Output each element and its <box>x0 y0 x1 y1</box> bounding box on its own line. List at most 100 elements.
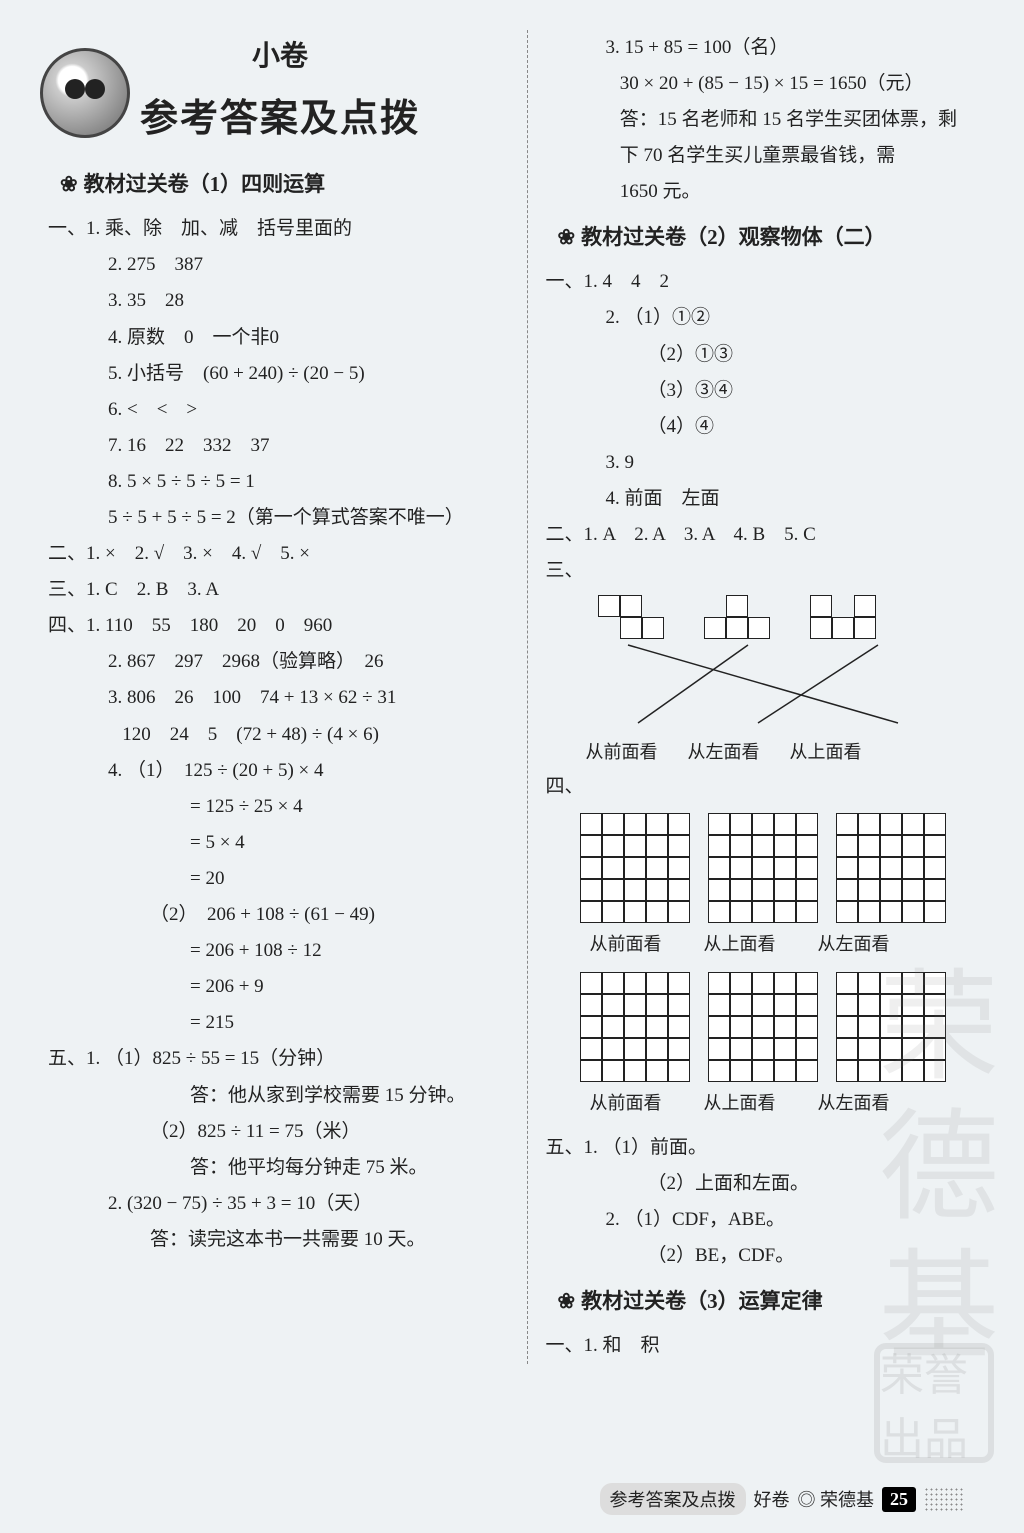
label-n1: 1. <box>584 271 598 292</box>
text: （1）前面。 <box>603 1137 708 1158</box>
footer-brand: ◎ 荣德基 <box>798 1486 875 1512</box>
s1-si-4-2d: = 215 <box>190 1005 487 1041</box>
s1-si-4-1b: = 125 ÷ 25 × 4 <box>190 789 487 825</box>
grid-block-1 <box>580 813 985 923</box>
view-left: 从左面看 <box>688 735 760 769</box>
s1-si-2: 2. 867 297 2968（验算略） 26 <box>108 644 487 680</box>
s1-wu-2a: 2. (320 − 75) ÷ 35 + 3 = 10（天） <box>108 1186 487 1222</box>
label-n2: 2. <box>606 1209 620 1230</box>
s1-si-4-2a: （2） 206 + 108 ÷ (61 − 49) <box>150 897 487 933</box>
text: 1. A 2. A 3. A 4. B 5. C <box>584 524 816 545</box>
view-front: 从前面看 <box>590 1086 662 1120</box>
text: 275 387 <box>127 254 203 275</box>
label-yi: 一、 <box>546 1335 584 1356</box>
text: 1. × 2. √ 3. × 4. √ 5. × <box>86 543 310 564</box>
footer: 参考答案及点拨 好卷 ◎ 荣德基 25 <box>600 1483 965 1515</box>
label-n4: 4. <box>108 327 122 348</box>
text: 4 4 2 <box>603 271 670 292</box>
right-column: 3. 15 + 85 = 100（名） 30 × 20 + (85 − 15) … <box>527 30 985 1364</box>
text: 16 22 332 37 <box>127 435 270 456</box>
label-n2: 2. <box>606 307 620 328</box>
text: 和 积 <box>603 1335 660 1356</box>
s2-wu-2b: （2）BE，CDF。 <box>648 1238 985 1274</box>
s1-wu-1a: 五、1. （1）825 ÷ 55 = 15（分钟） <box>48 1041 487 1077</box>
title-sub: 小卷 <box>140 30 420 83</box>
label-wu: 五、 <box>48 1048 86 1069</box>
label-n2: 2. <box>108 254 122 275</box>
paw-icon: ❀ <box>558 225 576 249</box>
label-n4: 4. <box>606 488 620 509</box>
text: （1）①② <box>625 307 711 328</box>
text: 15 + 85 = 100（名） <box>625 37 789 58</box>
text: 35 28 <box>127 290 184 311</box>
s1-er: 二、1. × 2. √ 3. × 4. √ 5. × <box>48 536 487 572</box>
section-1-head: ❀教材过关卷（1）四则运算 <box>60 165 487 205</box>
s2-wu-1a: 五、1. （1）前面。 <box>546 1130 985 1166</box>
text: 下 70 名学生买儿童票最省钱，需 <box>620 145 896 166</box>
section-2-title: 教材过关卷（2）观察物体（二） <box>581 225 886 249</box>
label-n3: 3. <box>108 290 122 311</box>
s2-si-views2: 从前面看 从上面看 从左面看 <box>590 1086 985 1120</box>
s3-yi-1: 一、1. 和 积 <box>546 1328 985 1364</box>
s2-yi-1: 一、1. 4 4 2 <box>546 264 985 300</box>
tetromino-row <box>598 595 985 639</box>
label-n5: 5. <box>108 363 122 384</box>
footer-title: 参考答案及点拨 <box>600 1483 746 1515</box>
section-3-head: ❀教材过关卷（3）运算定律 <box>558 1282 985 1322</box>
label-si: 四、 <box>546 776 584 797</box>
tetromino-2 <box>704 595 770 639</box>
view-front: 从前面看 <box>590 927 662 961</box>
label-n1: 1. <box>86 218 100 239</box>
page-number: 25 <box>882 1487 916 1512</box>
s2-san-label: 三、 <box>546 553 985 589</box>
text: （1）825 ÷ 55 = 15（分钟） <box>105 1048 335 1069</box>
label-n3: 3. <box>606 37 620 58</box>
view-top: 从上面看 <box>704 927 776 961</box>
grid-block-2 <box>580 972 985 1082</box>
label-wu: 五、 <box>546 1137 584 1158</box>
tetromino-1 <box>598 595 664 639</box>
text: 小括号 (60 + 240) ÷ (20 − 5) <box>127 363 365 384</box>
footer-dots-icon <box>924 1487 964 1511</box>
grid-f <box>836 972 946 1082</box>
s1-wu-3b: 30 × 20 + (85 − 15) × 15 = 1650（元） <box>606 66 985 102</box>
footer-badge: 好卷 <box>754 1486 790 1512</box>
text: 867 297 2968（验算略） 26 <box>127 651 384 672</box>
tetromino-3 <box>810 595 876 639</box>
label-n2: 2. <box>108 1193 122 1214</box>
view-top: 从上面看 <box>704 1086 776 1120</box>
text: 答：15 名老师和 15 名学生买团体票，剩 <box>620 109 957 130</box>
s2-si-label: 四、 <box>546 769 985 805</box>
section-1-title: 教材过关卷（1）四则运算 <box>84 172 326 196</box>
s1-si-3b: 120 24 5 (72 + 48) ÷ (4 × 6) <box>108 717 487 753</box>
s2-wu-2a: 2. （1）CDF，ABE。 <box>606 1202 985 1238</box>
label-n4: 4. <box>108 760 122 781</box>
s2-wu-1b: （2）上面和左面。 <box>648 1166 985 1202</box>
s2-yi-2-1: 2. （1）①② <box>606 300 985 336</box>
grid-a <box>580 813 690 923</box>
view-top: 从上面看 <box>790 735 862 769</box>
s1-si-3a: 3. 806 26 100 74 + 13 × 62 ÷ 31 <box>108 680 487 716</box>
label-n1: 1. <box>584 1137 598 1158</box>
text: 1650 元。 <box>620 181 701 202</box>
s1-yi-8b: 5 ÷ 5 + 5 ÷ 5 = 2（第一个算式答案不唯一） <box>108 500 487 536</box>
text: (320 − 75) ÷ 35 + 3 = 10（天） <box>127 1193 372 1214</box>
text: 前面 左面 <box>625 488 720 509</box>
text: 806 26 100 74 + 13 × 62 ÷ 31 <box>127 687 396 708</box>
s1-wu-2b: 答：读完这本书一共需要 10 天。 <box>150 1222 487 1258</box>
s1-si-1: 四、1. 110 55 180 20 0 960 <box>48 608 487 644</box>
s2-yi-2-4: （4）④ <box>648 409 985 445</box>
text: 9 <box>625 452 635 473</box>
grid-e <box>708 972 818 1082</box>
s1-si-4-1a: 4. （1） 125 ÷ (20 + 5) × 4 <box>108 753 487 789</box>
view-left: 从左面看 <box>818 927 890 961</box>
s1-wu-1c: （2）825 ÷ 11 = 75（米） <box>150 1114 487 1150</box>
s1-yi-5: 5. 小括号 (60 + 240) ÷ (20 − 5) <box>108 356 487 392</box>
s1-san: 三、1. C 2. B 3. A <box>48 572 487 608</box>
section-2-head: ❀教材过关卷（2）观察物体（二） <box>558 218 985 258</box>
label-yi: 一、 <box>48 218 86 239</box>
text: 5 × 5 ÷ 5 ÷ 5 = 1 <box>127 471 255 492</box>
s1-yi-4: 4. 原数 0 一个非0 <box>108 320 487 356</box>
label-n1: 1. <box>86 1048 100 1069</box>
s1-wu-1d: 答：他平均每分钟走 75 米。 <box>190 1150 487 1186</box>
